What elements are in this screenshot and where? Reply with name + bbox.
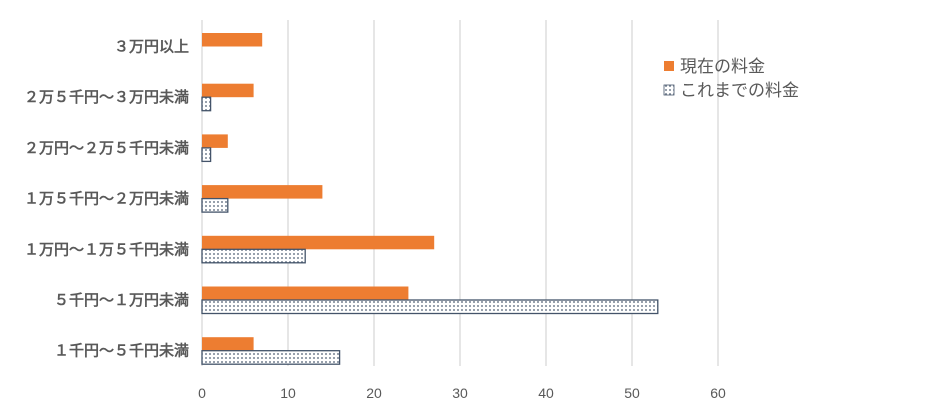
legend: 現在の料金 これまでの料金 [663, 57, 799, 101]
legend-swatch-previous [663, 84, 675, 96]
x-tick-label: 30 [452, 385, 468, 401]
bar-current [202, 235, 435, 250]
bar-previous [201, 299, 659, 315]
bar-current [202, 134, 228, 148]
category-label: １千円～５千円未満 [54, 342, 189, 360]
category-label: ２万円～２万５千円未満 [24, 139, 189, 157]
x-tick-labels: 0 10 20 30 40 50 60 [198, 385, 726, 401]
bar-current [202, 286, 409, 300]
category-label: ３万円以上 [114, 38, 189, 56]
category-label: ５千円～１万円未満 [54, 291, 189, 309]
legend-label-previous: これまでの料金 [680, 81, 799, 101]
category-label: １万円～１万５千円未満 [24, 240, 189, 258]
category-label: １万５千円～２万円未満 [24, 190, 189, 208]
x-tick-label: 50 [624, 385, 640, 401]
bar-current [202, 337, 254, 351]
bar-current [202, 185, 323, 199]
bar-previous [201, 197, 229, 213]
bar-previous [201, 248, 306, 264]
gridlines [201, 20, 719, 366]
bar-previous [201, 350, 341, 365]
x-tick-label: 60 [710, 385, 726, 401]
bar-previous [201, 147, 212, 163]
x-tick-label: 40 [538, 385, 554, 401]
category-label: ２万５千円～３万円未満 [24, 88, 189, 106]
bar-current [202, 83, 254, 98]
bars [201, 33, 659, 365]
x-tick-label: 20 [366, 385, 382, 401]
bar-previous [201, 96, 212, 112]
category-labels: ３万円以上 ２万５千円～３万円未満 ２万円～２万５千円未満 １万５千円～２万円未満 １万… [24, 38, 189, 360]
x-tick-label: 10 [280, 385, 296, 401]
legend-swatch-current [664, 61, 674, 71]
x-tick-label: 0 [198, 385, 206, 401]
legend-label-current: 現在の料金 [680, 57, 765, 77]
bar-current [202, 33, 263, 47]
